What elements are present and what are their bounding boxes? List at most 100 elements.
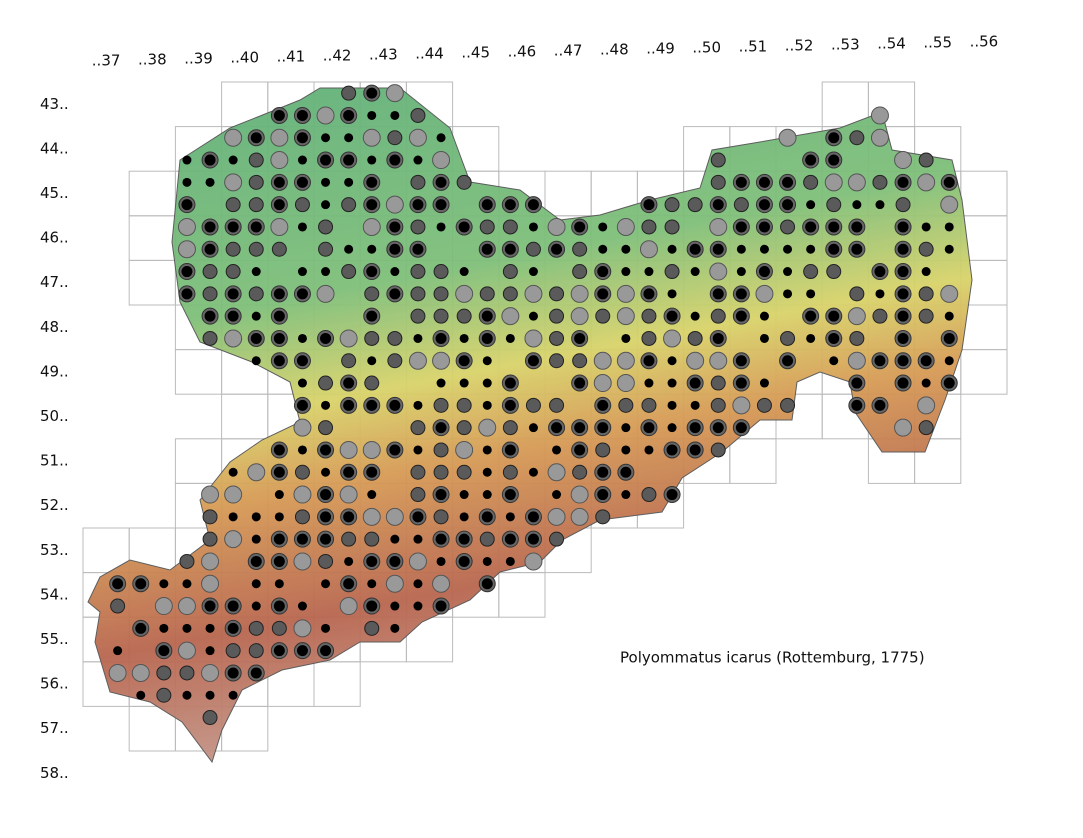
record <box>225 197 241 213</box>
record <box>782 176 794 188</box>
record <box>385 507 404 526</box>
record <box>248 286 264 302</box>
record <box>572 241 588 257</box>
record <box>874 355 886 367</box>
record <box>435 332 447 344</box>
record <box>732 396 751 415</box>
record <box>248 197 264 213</box>
record <box>182 177 192 187</box>
record <box>689 377 701 389</box>
record <box>917 173 936 192</box>
record <box>710 375 726 391</box>
record <box>273 199 285 211</box>
record <box>780 219 796 235</box>
row-label: 48.. <box>40 318 69 336</box>
record <box>413 534 423 544</box>
record <box>297 601 307 611</box>
record <box>803 174 819 190</box>
record <box>321 177 331 187</box>
record <box>412 243 424 255</box>
record <box>459 333 469 343</box>
record <box>296 132 308 144</box>
record <box>273 355 285 367</box>
record <box>202 531 218 547</box>
record <box>205 623 215 633</box>
record <box>570 284 589 303</box>
record <box>390 601 400 611</box>
record <box>459 267 469 277</box>
record <box>710 174 726 190</box>
column-label: ..50 <box>692 39 721 57</box>
record <box>364 330 380 346</box>
record <box>297 222 307 232</box>
record <box>294 464 310 480</box>
record <box>248 620 264 636</box>
record <box>273 555 285 567</box>
row-label: 43.. <box>40 95 69 113</box>
column-label: ..49 <box>646 40 675 58</box>
record <box>433 442 449 458</box>
record <box>644 445 654 455</box>
record <box>735 310 747 322</box>
record <box>918 286 934 302</box>
record <box>159 623 169 633</box>
record <box>502 286 518 302</box>
record <box>341 85 357 101</box>
record <box>828 132 840 144</box>
record <box>641 308 657 324</box>
record <box>549 397 565 413</box>
record <box>849 330 865 346</box>
record <box>482 467 492 477</box>
column-label: ..45 <box>461 44 490 62</box>
record <box>918 308 934 324</box>
column-label: ..54 <box>877 35 906 53</box>
record <box>870 106 889 125</box>
record <box>643 422 655 434</box>
record <box>643 355 655 367</box>
record <box>690 400 700 410</box>
record <box>367 244 377 254</box>
record <box>294 197 310 213</box>
record <box>182 690 192 700</box>
record <box>709 217 728 236</box>
record <box>897 266 909 278</box>
record <box>456 397 472 413</box>
record <box>667 244 677 254</box>
record <box>436 133 446 143</box>
record <box>389 154 401 166</box>
record <box>435 422 447 434</box>
record <box>894 151 913 170</box>
record <box>225 264 241 280</box>
record <box>364 286 380 302</box>
record <box>362 217 381 236</box>
record <box>897 355 909 367</box>
record <box>502 420 518 436</box>
record <box>320 332 332 344</box>
record <box>593 351 612 370</box>
record <box>712 288 724 300</box>
record <box>413 333 423 343</box>
record <box>366 466 378 478</box>
grid-cell <box>313 661 361 707</box>
record <box>759 311 769 321</box>
record <box>456 464 472 480</box>
record <box>897 377 909 389</box>
record <box>181 266 193 278</box>
record <box>874 266 886 278</box>
record <box>202 286 218 302</box>
record <box>504 533 516 545</box>
record <box>549 353 565 369</box>
record <box>663 329 682 348</box>
row-label: 51.. <box>40 452 69 470</box>
record <box>597 288 609 300</box>
record <box>412 511 424 523</box>
record <box>274 512 284 522</box>
record <box>478 418 497 437</box>
record <box>410 174 426 190</box>
column-label: ..39 <box>184 50 213 68</box>
record <box>459 512 469 522</box>
column-label: ..44 <box>415 45 444 63</box>
row-label: 55.. <box>40 630 69 648</box>
record <box>482 400 492 410</box>
record <box>847 307 866 326</box>
